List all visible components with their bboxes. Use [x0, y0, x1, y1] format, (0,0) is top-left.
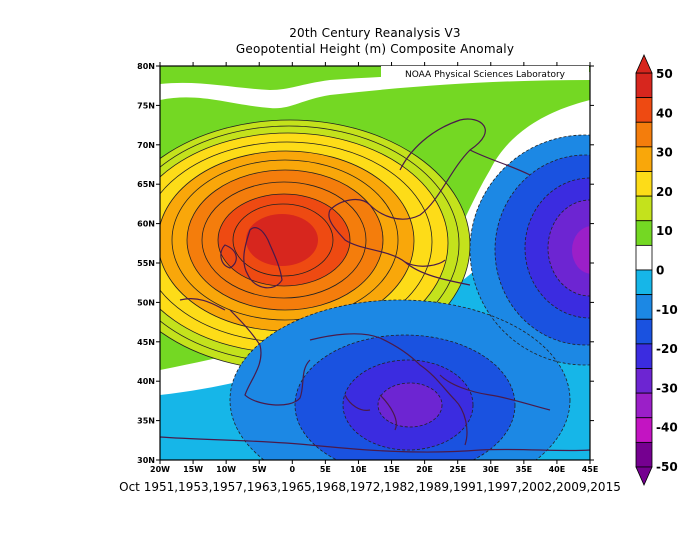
- lat-label: 50N: [137, 298, 155, 307]
- colorbar-swatch: [635, 146, 653, 172]
- lat-label: 30N: [137, 456, 155, 465]
- negative-contours: [229, 134, 590, 460]
- lat-label: 35N: [137, 417, 155, 426]
- field-band-50: [246, 214, 318, 266]
- colorbar-label: 30: [656, 146, 673, 160]
- field-low-east-35: [548, 200, 590, 296]
- lat-label: 45N: [137, 338, 155, 347]
- lat-label: 80N: [137, 62, 155, 71]
- colorbar-swatch: [635, 220, 653, 246]
- colorbar-arrow-top: [635, 54, 653, 74]
- colorbar-label: -50: [656, 460, 678, 474]
- colorbar-label: 40: [656, 106, 673, 120]
- credit-box: [381, 66, 589, 80]
- colorbar-swatch: [635, 343, 653, 369]
- composite-years-label: Oct 1951,1953,1957,1963,1965,1968,1972,1…: [119, 480, 621, 494]
- field-low-east-40: [572, 226, 590, 274]
- lat-label: 75N: [137, 101, 155, 110]
- chart-title: 20th Century Reanalysis V3: [289, 26, 461, 40]
- lat-label: 65N: [137, 180, 155, 189]
- lon-label: 20W: [150, 465, 170, 474]
- colorbar-swatch: [635, 72, 653, 99]
- coastlines: [160, 118, 590, 453]
- lon-label: 10E: [350, 465, 367, 474]
- lon-label: 35E: [516, 465, 533, 474]
- lon-label: 30E: [482, 465, 499, 474]
- lon-label: 40E: [549, 465, 566, 474]
- colorbar-label: -40: [656, 421, 678, 435]
- credit-label: NOAA Physical Sciences Laboratory: [405, 70, 566, 80]
- colorbar-label: 0: [656, 264, 664, 278]
- colorbar-swatch: [635, 121, 653, 148]
- colorbar: 50 40 30 20 10 0 -10 -20 -30 -40 -50: [635, 54, 678, 486]
- lon-label: 0: [290, 465, 296, 474]
- colorbar-label: -10: [656, 303, 678, 317]
- colorbar-label: 20: [656, 185, 673, 199]
- colorbar-label: 50: [656, 67, 673, 81]
- colorbar-swatch: [635, 244, 653, 271]
- colorbar-swatch: [635, 294, 653, 320]
- colorbar-swatch: [635, 392, 653, 419]
- lon-label: 10W: [216, 465, 236, 474]
- colorbar-arrow-bottom: [635, 466, 653, 486]
- colorbar-label: 10: [656, 224, 673, 238]
- colorbar-swatch: [635, 171, 653, 197]
- longitude-axis: 20W 15W 10W 5W 0 5E 10E 15E 20E 25E 30E 35E 40E 45E: [150, 62, 598, 474]
- lat-label: 40N: [137, 377, 155, 386]
- lat-label: 70N: [137, 141, 155, 150]
- lon-label: 45E: [582, 465, 599, 474]
- field-low-south-35: [378, 383, 442, 427]
- colorbar-swatch: [635, 318, 653, 345]
- lat-label: 60N: [137, 220, 155, 229]
- colorbar-swatch: [635, 441, 653, 468]
- lat-label: 55N: [137, 259, 155, 268]
- colorbar-swatch: [635, 269, 653, 296]
- colorbar-swatch: [635, 368, 653, 394]
- lon-label: 20E: [416, 465, 433, 474]
- colorbar-swatch: [635, 417, 653, 443]
- colorbar-swatch: [635, 97, 653, 123]
- lon-label: 15E: [383, 465, 400, 474]
- anomaly-field: [160, 66, 590, 460]
- colorbar-swatch: [635, 195, 653, 222]
- lon-label: 5E: [320, 465, 331, 474]
- lon-label: 5W: [252, 465, 267, 474]
- lon-label: 25E: [449, 465, 466, 474]
- colorbar-label: -30: [656, 381, 678, 395]
- latitude-axis: 80N 75N 70N 65N 60N 55N 50N 45N 40N 35N 30N: [137, 62, 594, 465]
- chart-subtitle: Geopotential Height (m) Composite Anomal…: [235, 42, 515, 56]
- lon-label: 15W: [183, 465, 203, 474]
- colorbar-label: -20: [656, 342, 678, 356]
